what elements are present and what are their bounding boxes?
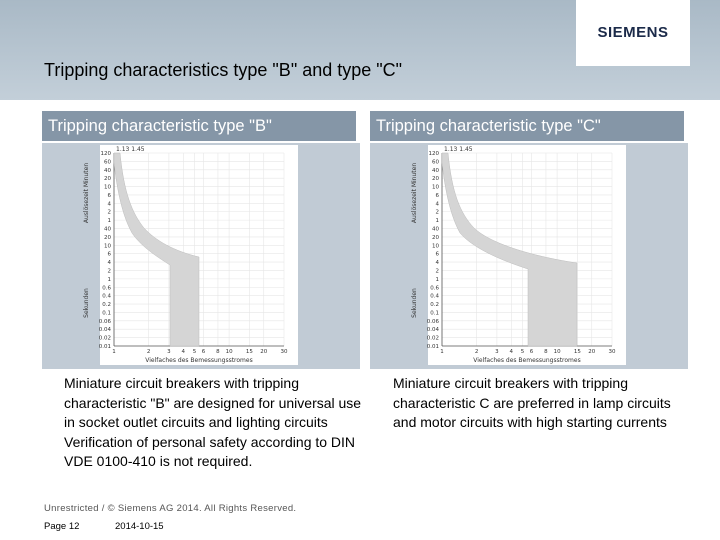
y-tick-label: 2 xyxy=(108,210,112,216)
y-tick-label: 10 xyxy=(104,185,111,191)
x-tick-label: 20 xyxy=(588,349,595,355)
y-tick-label: 1 xyxy=(436,218,440,224)
y-tick-label: 60 xyxy=(104,159,111,165)
y-tick-label: 120 xyxy=(101,151,112,157)
y-tick-label: 20 xyxy=(104,176,111,182)
y-tick-label: 10 xyxy=(432,185,439,191)
y-tick-label: 120 xyxy=(429,151,440,157)
y-tick-label: 0.04 xyxy=(99,327,112,333)
y-tick-label: 0.01 xyxy=(99,344,111,350)
x-axis-title: Vielfaches des Bemessungsstromes xyxy=(145,357,252,364)
chart-frame-c: 1 2 3 4 5 6 8 10 15 20 30 120 60 40 20 10 6 4 2 1 40 20 10 6 4 2 1… xyxy=(370,143,688,369)
y-axis-title-minutes: Auslösezeit Minuten xyxy=(411,163,418,223)
y-tick-label: 4 xyxy=(436,201,440,207)
x-tick-label: 10 xyxy=(554,349,561,355)
x-tick-label: 10 xyxy=(226,349,233,355)
chart-b: 1 2 3 4 5 6 8 10 15 20 301206040201064214020106421… xyxy=(83,145,298,365)
y-tick-label: 1 xyxy=(108,218,112,224)
x-axis-title: Vielfaches des Bemessungsstromes xyxy=(473,357,580,364)
y-tick-label: 10 xyxy=(432,243,439,249)
x-tick-label: 2 xyxy=(475,349,479,355)
x-tick-label: 5 xyxy=(193,349,197,355)
y-tick-label: 20 xyxy=(432,176,439,182)
x-tick-label: 3 xyxy=(167,349,171,355)
y-tick-label: 6 xyxy=(108,252,112,258)
tripping-band xyxy=(113,152,200,347)
x-tick-label: 8 xyxy=(216,349,220,355)
y-tick-label: 60 xyxy=(432,159,439,165)
x-tick-label: 15 xyxy=(246,349,253,355)
y-tick-label: 0.6 xyxy=(430,285,439,291)
y-tick-label: 10 xyxy=(104,243,111,249)
x-tick-label: 2 xyxy=(147,349,151,355)
x-tick-label: 1 xyxy=(112,349,116,355)
description-c: Miniature circuit breakers with tripping… xyxy=(393,375,671,431)
y-tick-label: 6 xyxy=(108,193,112,199)
x-tick-label: 20 xyxy=(260,349,267,355)
y-tick-label: 0.1 xyxy=(430,310,439,316)
y-tick-label: 0.1 xyxy=(102,310,111,316)
x-tick-label: 5 xyxy=(521,349,525,355)
y-tick-label: 20 xyxy=(432,235,439,241)
y-axis-title-seconds: Sekunden xyxy=(411,288,418,318)
y-tick-label: 2 xyxy=(436,268,440,274)
x-tick-label: 6 xyxy=(530,349,534,355)
footer-page-number: Page 12 xyxy=(44,521,80,532)
y-tick-label: 0.6 xyxy=(102,285,111,291)
y-tick-label: 0.01 xyxy=(427,344,439,350)
footer-date: 2014-10-15 xyxy=(115,521,164,532)
siemens-logo: SIEMENS xyxy=(576,0,690,66)
x-tick-label: 4 xyxy=(182,349,186,355)
y-tick-label: 40 xyxy=(104,227,111,233)
y-tick-label: 0.02 xyxy=(99,336,111,342)
tripping-band xyxy=(441,152,578,347)
top-current-label: 1.13 1.45 xyxy=(116,146,145,153)
y-tick-label: 1 xyxy=(108,277,112,283)
x-tick-label: 30 xyxy=(609,349,616,355)
y-tick-label: 0.04 xyxy=(427,327,440,333)
y-tick-label: 0.2 xyxy=(430,302,439,308)
x-tick-label: 4 xyxy=(510,349,514,355)
y-tick-label: 4 xyxy=(436,260,440,266)
y-tick-label: 0.4 xyxy=(430,294,439,300)
x-tick-label: 8 xyxy=(544,349,548,355)
x-tick-label: 6 xyxy=(202,349,206,355)
description-b: Miniature circuit breakers with tripping… xyxy=(64,375,362,470)
y-tick-label: 4 xyxy=(108,260,112,266)
y-tick-label: 4 xyxy=(108,201,112,207)
footer-copyright: Unrestricted / © Siemens AG 2014. All Ri… xyxy=(44,503,297,514)
y-tick-label: 0.2 xyxy=(102,302,111,308)
x-tick-label: 15 xyxy=(574,349,581,355)
y-tick-label: 20 xyxy=(104,235,111,241)
panel-header-c: Tripping characteristic type "C" xyxy=(370,111,684,141)
y-tick-label: 2 xyxy=(108,268,112,274)
y-axis-title-minutes: Auslösezeit Minuten xyxy=(83,163,90,223)
y-axis-title-seconds: Sekunden xyxy=(83,288,90,318)
logo-text: SIEMENS xyxy=(597,24,669,41)
y-tick-label: 40 xyxy=(432,227,439,233)
y-tick-label: 2 xyxy=(436,210,440,216)
top-current-label: 1.13 1.45 xyxy=(444,146,473,153)
y-tick-label: 0.4 xyxy=(102,294,111,300)
y-tick-label: 40 xyxy=(104,168,111,174)
panel-header-b: Tripping characteristic type "B" xyxy=(42,111,356,141)
y-tick-label: 1 xyxy=(436,277,440,283)
x-tick-label: 30 xyxy=(281,349,288,355)
chart-frame-b: 1 2 3 4 5 6 8 10 15 20 30 120 60 40 20 10 6 4 2 1 40 20 10 6 4 2 1… xyxy=(42,143,360,369)
x-tick-label: 3 xyxy=(495,349,499,355)
y-tick-label: 0.06 xyxy=(427,319,440,325)
y-tick-label: 0.02 xyxy=(427,336,439,342)
y-tick-label: 0.06 xyxy=(99,319,112,325)
chart-c: 1 2 3 4 5 6 8 10 15 20 301206040201064214020106421… xyxy=(411,145,626,365)
y-tick-label: 40 xyxy=(432,168,439,174)
y-tick-label: 6 xyxy=(436,193,440,199)
slide-title: Tripping characteristics type "B" and ty… xyxy=(44,60,403,80)
x-tick-label: 1 xyxy=(440,349,444,355)
y-tick-label: 6 xyxy=(436,252,440,258)
